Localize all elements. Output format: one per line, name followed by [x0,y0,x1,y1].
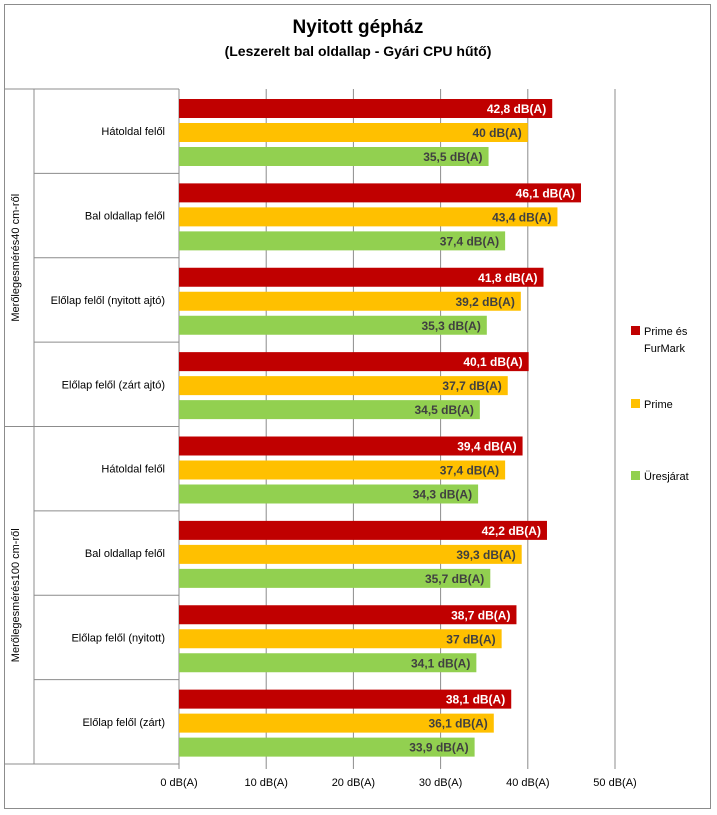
bar [179,737,475,757]
x-tick-label: 10 dB(A) [244,777,287,789]
bar [179,544,522,564]
data-label: 46,1 dB(A) [516,186,575,200]
legend-swatch [631,326,640,335]
data-label: 41,8 dB(A) [478,271,537,285]
bar [179,568,491,588]
data-label: 38,7 dB(A) [451,608,510,622]
bar [179,376,508,396]
data-label: 39,3 dB(A) [456,548,515,562]
bar [179,291,521,311]
x-tick-label: 20 dB(A) [332,777,375,789]
legend-label: Prime [644,399,673,411]
data-label: 37 dB(A) [446,632,495,646]
bar [179,689,512,709]
legend-label-line2: FurMark [644,343,685,355]
data-label: 40 dB(A) [472,126,521,140]
category-label: Hátoldal felől [101,464,165,476]
bar [179,436,523,456]
chart-subtitle: (Leszerelt bal oldallap - Gyári CPU hűtő… [225,43,492,59]
data-label: 36,1 dB(A) [428,717,487,731]
data-label: 37,4 dB(A) [440,464,499,478]
bar [179,713,494,733]
bar [179,183,581,203]
bar [179,484,479,504]
bars-layer [179,99,581,757]
data-label: 34,1 dB(A) [411,656,470,670]
data-label: 42,2 dB(A) [482,524,541,538]
bar [179,207,558,227]
category-label: Bal oldallap felől [85,211,165,223]
category-label: Hátoldal felől [101,126,165,138]
x-tick-label: 50 dB(A) [593,777,636,789]
x-tick-label: 40 dB(A) [506,777,549,789]
category-label: Előlap felől (zárt ajtó) [62,379,165,391]
legend: Prime és FurMark Prime Üresjárat [631,326,689,483]
bar [179,460,506,480]
data-label: 34,5 dB(A) [414,403,473,417]
legend-swatch [631,471,640,480]
bar [179,352,529,372]
legend-swatch [631,399,640,408]
labels-layer: 42,8 dB(A) 46,1 dB(A) 41,8 dB(A) 40,1 dB(A)… [409,102,575,755]
data-label: 39,2 dB(A) [455,295,514,309]
data-label: 43,4 dB(A) [492,210,551,224]
bar [179,267,544,287]
axes-layer: 0 dB(A) 10 dB(A) 20 dB(A) 30 dB(A) 40 dB(A) 5… [5,88,637,789]
data-label: 35,3 dB(A) [421,319,480,333]
group-label: Merőlegesmérés100 cm-ről [10,528,22,662]
legend-label: Üresjárat [644,471,689,483]
chart-title: Nyitott gépház [293,17,424,38]
bar [179,147,489,166]
data-label: 35,7 dB(A) [425,572,484,586]
data-label: 35,5 dB(A) [423,150,482,164]
bar [179,231,506,251]
data-label: 33,9 dB(A) [409,741,468,755]
data-label: 39,4 dB(A) [457,440,516,454]
bar [179,400,480,420]
data-label: 37,4 dB(A) [440,234,499,248]
group-label: Merőlegesmérés40 cm-ről [10,194,22,322]
data-label: 37,7 dB(A) [442,379,501,393]
category-label: Előlap felől (zárt) [82,717,165,729]
category-label: Előlap felől (nyitott ajtó) [51,295,165,307]
bar [179,520,547,540]
data-label: 40,1 dB(A) [463,355,522,369]
x-tick-label: 0 dB(A) [160,777,197,789]
data-label: 34,3 dB(A) [413,488,472,502]
bar [179,629,502,649]
bar [179,605,517,625]
bar [179,123,528,142]
x-tick-label: 30 dB(A) [419,777,462,789]
bar [179,653,477,673]
category-label: Bal oldallap felől [85,548,165,560]
data-label: 42,8 dB(A) [487,102,546,116]
data-label: 38,1 dB(A) [446,693,505,707]
bar [179,99,553,118]
legend-label: Prime és [644,326,688,338]
category-label: Előlap felől (nyitott) [71,632,165,644]
bar [179,315,487,335]
